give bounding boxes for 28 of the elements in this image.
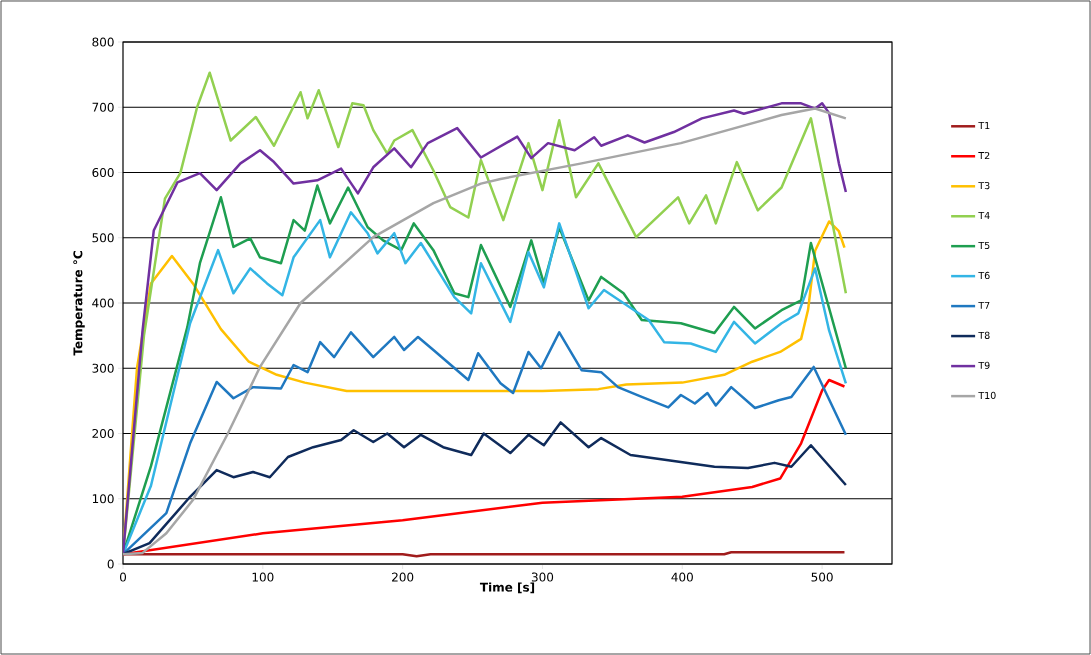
legend-label: T6 [978,271,990,280]
y-tick-label: 500 [92,233,114,243]
y-axis-title: Temperature °C [73,251,85,356]
legend-label: T8 [978,331,990,339]
legend-label: T4 [978,212,990,219]
legend-label: T1 [978,122,990,130]
x-tick-label: 0 [119,572,127,582]
y-tick-label: 700 [92,102,114,112]
x-tick-label: 300 [531,572,554,582]
x-tick-label: 200 [392,572,414,582]
legend-label: T5 [978,241,990,250]
y-tick-label: 600 [92,167,114,178]
y-tick-label: 100 [92,494,114,504]
y-tick-label: 800 [92,37,114,47]
y-tick-label: 300 [92,363,114,373]
line-series [123,421,848,556]
legend-label: T3 [978,182,990,190]
legend-label: T9 [978,361,990,370]
legend-label: T2 [978,151,990,160]
y-tick-label: 400 [92,298,114,308]
legend-label: T7 [978,301,990,309]
x-tick-label: 100 [252,572,274,582]
legend-label: T10 [978,391,996,400]
x-tick-label: 500 [811,572,833,582]
y-tick-label: 200 [92,428,114,439]
y-tick-label: 0 [107,559,114,569]
x-axis-title: Time [s] [479,582,535,594]
x-tick-label: 400 [671,572,693,582]
